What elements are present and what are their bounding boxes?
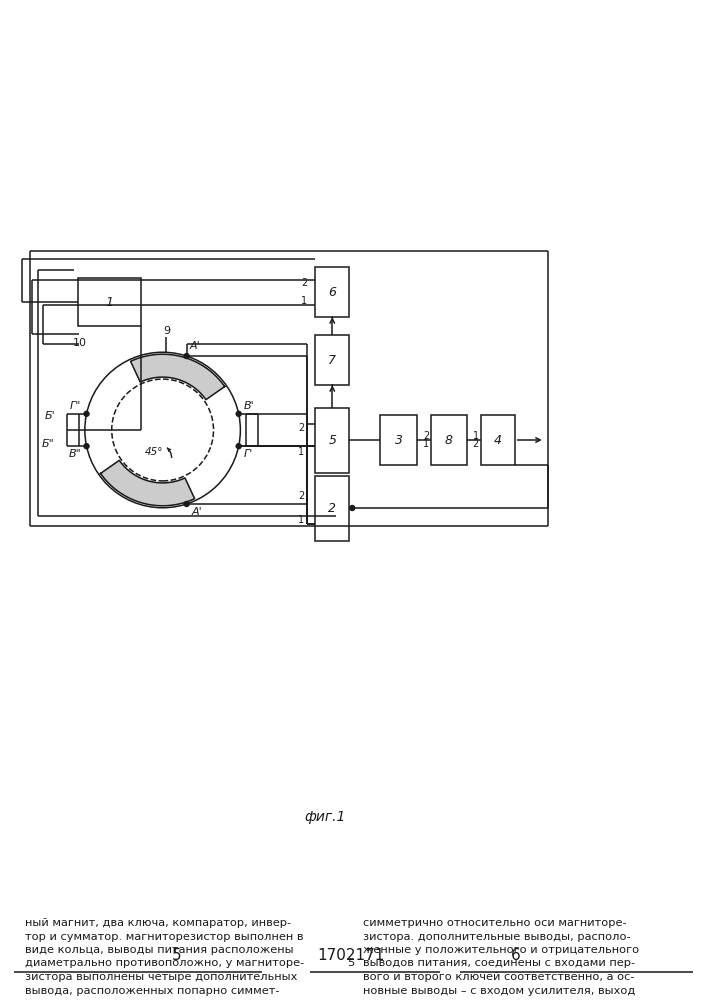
Text: вывода, расположенных попарно симмет-: вывода, расположенных попарно симмет- (25, 986, 279, 996)
Text: женные у положительного и отрицательного: женные у положительного и отрицательного (363, 945, 639, 955)
Text: 2: 2 (301, 278, 308, 288)
Text: тор и сумматор. магниторезистор выполнен в: тор и сумматор. магниторезистор выполнен… (25, 932, 303, 942)
Circle shape (350, 506, 355, 510)
Text: ный магнит, два ключа, компаратор, инвер-: ный магнит, два ключа, компаратор, инвер… (25, 918, 291, 928)
Text: 5: 5 (328, 434, 337, 446)
Circle shape (184, 501, 189, 506)
Text: 3: 3 (395, 434, 403, 446)
Text: 6: 6 (328, 286, 337, 298)
Text: 1: 1 (423, 439, 429, 449)
Text: 1702171: 1702171 (317, 948, 385, 963)
Text: 8: 8 (445, 434, 453, 446)
Circle shape (236, 444, 241, 449)
Text: Б': Б' (45, 411, 55, 421)
Polygon shape (100, 460, 194, 506)
Text: 1: 1 (298, 515, 305, 525)
Circle shape (184, 354, 189, 359)
Bar (315, 267, 349, 317)
Text: 1: 1 (472, 431, 479, 441)
Bar (78, 278, 141, 326)
Text: 5: 5 (172, 948, 182, 963)
Bar (315, 408, 349, 473)
Text: 45°: 45° (145, 447, 163, 457)
Text: зистора. дополнительные выводы, располо-: зистора. дополнительные выводы, располо- (363, 932, 631, 942)
Text: диаметрально противоположно, у магниторе-: диаметрально противоположно, у магниторе… (25, 958, 304, 968)
Text: B": B" (69, 449, 81, 459)
Text: B': B' (244, 401, 255, 411)
Text: Б": Б" (42, 439, 55, 449)
Text: зистора выполнены четыре дополнительных: зистора выполнены четыре дополнительных (25, 972, 298, 982)
Text: фиг.1: фиг.1 (305, 810, 346, 824)
Text: 2: 2 (298, 423, 305, 433)
Bar (431, 415, 467, 465)
Bar (481, 415, 515, 465)
Text: вого и второго ключей соответственно, а ос-: вого и второго ключей соответственно, а … (363, 972, 634, 982)
Text: 10: 10 (73, 338, 87, 348)
Text: 2: 2 (423, 431, 429, 441)
Text: новные выводы – с входом усилителя, выход: новные выводы – с входом усилителя, выхо… (363, 986, 636, 996)
Bar (380, 415, 417, 465)
Text: симметрично относительно оси магниторе-: симметрично относительно оси магниторе- (363, 918, 626, 928)
Text: 9: 9 (163, 326, 170, 336)
Text: виде кольца, выводы питания расположены: виде кольца, выводы питания расположены (25, 945, 293, 955)
Text: 1: 1 (105, 296, 114, 308)
Circle shape (84, 444, 89, 449)
Circle shape (236, 411, 241, 416)
Text: 1: 1 (298, 447, 305, 457)
Text: 4: 4 (493, 434, 502, 446)
Polygon shape (131, 354, 225, 400)
Text: выводов питания, соединены с входами пер-: выводов питания, соединены с входами пер… (363, 958, 635, 968)
Text: 2: 2 (472, 439, 479, 449)
Circle shape (84, 411, 89, 416)
Text: 2: 2 (328, 502, 337, 514)
Text: 6: 6 (511, 948, 521, 963)
Text: A': A' (192, 507, 202, 517)
Text: первого ключа через инвертор и выход вто-: первого ключа через инвертор и выход вто… (363, 999, 630, 1000)
Text: 7: 7 (328, 354, 337, 366)
Text: Г": Г" (70, 401, 81, 411)
Text: рично относительно выводов питания  и: рично относительно выводов питания и (25, 999, 271, 1000)
Text: 5: 5 (346, 958, 354, 968)
Bar (315, 335, 349, 385)
Text: Г': Г' (244, 449, 253, 459)
Text: 1: 1 (301, 296, 308, 306)
Text: 2: 2 (298, 491, 305, 501)
Bar (315, 476, 349, 540)
Text: A': A' (189, 341, 200, 351)
